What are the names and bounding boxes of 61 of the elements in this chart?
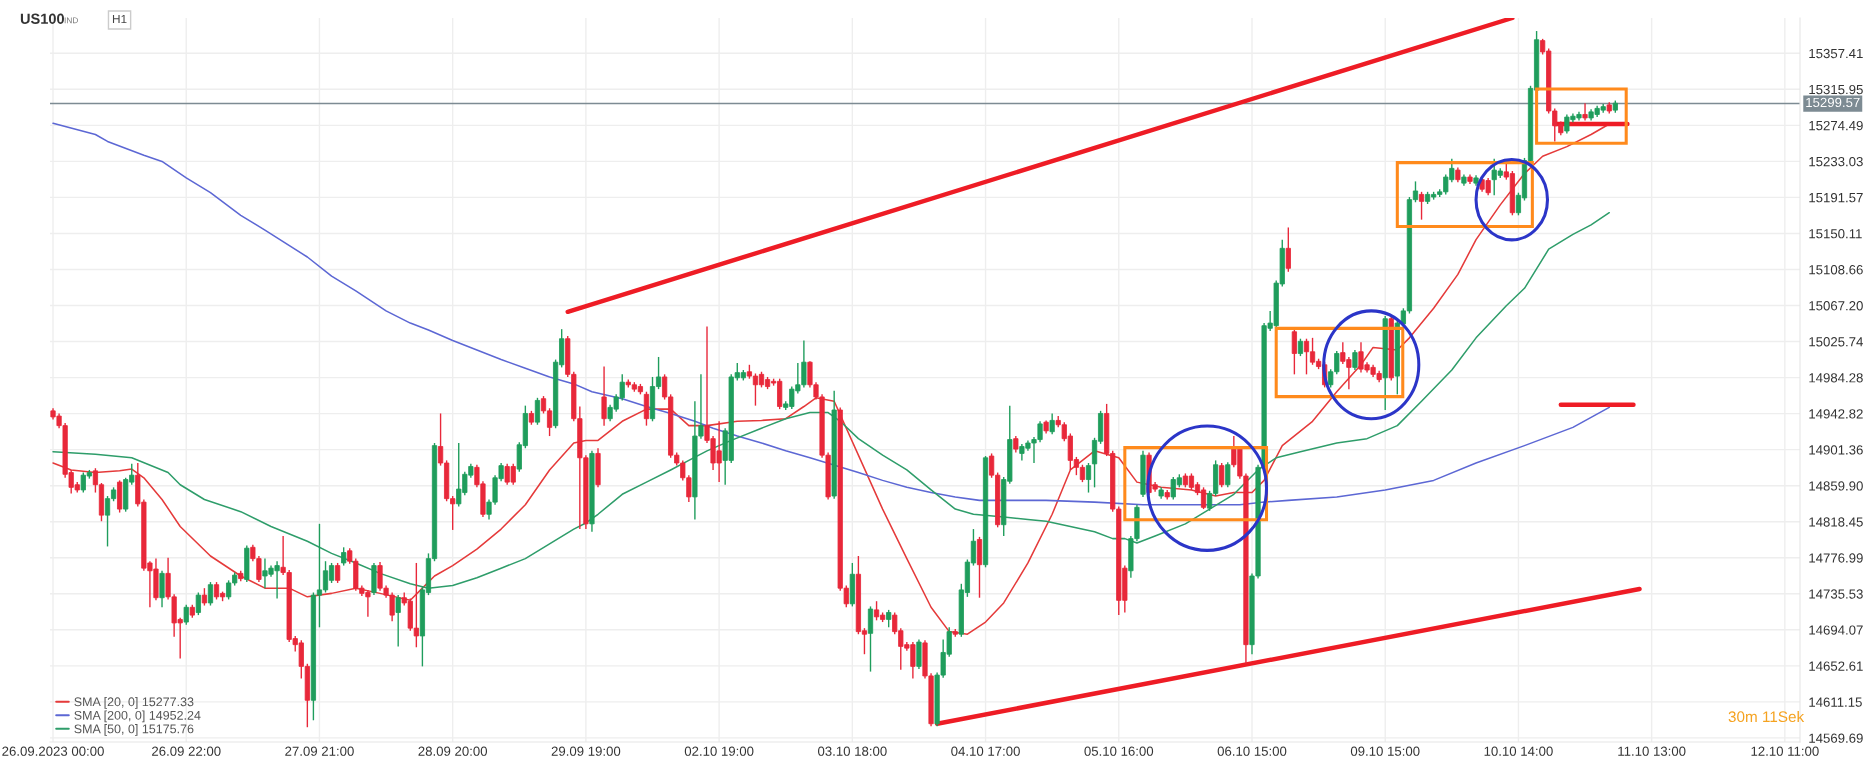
annotation: IND (64, 17, 78, 24)
legend-label: SMA [20, 0] 15277.33 (74, 697, 194, 709)
x-tick-label: 29.09 19:00 (551, 746, 621, 756)
y-tick-label: 14694.07 (1809, 625, 1863, 635)
y-tick-label: 15025.74 (1809, 337, 1863, 347)
y-tick-label: 14735.53 (1809, 589, 1863, 599)
y-tick-label: 15233.03 (1809, 156, 1863, 167)
x-tick-label: 27.09 21:00 (285, 746, 354, 756)
candlestick (1225, 461, 1231, 489)
candlestick (1352, 349, 1358, 371)
x-tick-label: 05.10 16:00 (1084, 746, 1154, 756)
candlestick (1285, 226, 1291, 273)
candlestick (207, 581, 214, 607)
ref-line-label: 15299.57 (1806, 97, 1860, 108)
candlestick (1219, 462, 1225, 489)
y-tick-label: 15315.95 (1809, 84, 1863, 95)
candlestick (395, 594, 401, 648)
y-tick-label: 15067.20 (1809, 301, 1863, 311)
line-series (52, 211, 1611, 589)
candlestick (1291, 328, 1297, 376)
annotation: H1 (112, 14, 127, 24)
x-tick-label: 02.10 19:00 (684, 746, 754, 756)
y-tick-label: 15274.49 (1809, 120, 1863, 131)
candlestick (1582, 102, 1588, 122)
x-tick-label: 28.09 20:00 (418, 746, 488, 756)
y-tick-label: 14901.36 (1809, 445, 1863, 455)
x-tick-label: 26.09.2023 00:00 (2, 746, 104, 756)
y-tick-label: 14818.45 (1809, 517, 1863, 527)
y-tick-label: 14942.82 (1809, 409, 1863, 419)
candlestick (601, 365, 607, 427)
candlestick (183, 603, 189, 626)
x-tick-label: 26.09 22:00 (152, 746, 221, 756)
x-tick-label: 03.10 18:00 (818, 746, 887, 756)
line-series (52, 122, 1611, 506)
x-tick-label: 10.10 14:00 (1484, 746, 1553, 756)
x-tick-label: 12.10 11:00 (1751, 746, 1819, 756)
y-tick-label: 14776.99 (1809, 553, 1863, 563)
chart-title: US100 (20, 13, 64, 24)
x-tick-label: 06.10 15:00 (1217, 746, 1287, 756)
candlestick (1418, 191, 1425, 221)
candlestick (335, 562, 341, 584)
candlestick (534, 397, 541, 426)
y-tick-label: 15191.57 (1809, 192, 1863, 203)
candlestick (1085, 462, 1092, 494)
legend-label: SMA [200, 0] 14952.24 (74, 710, 201, 723)
x-tick-label: 09.10 15:00 (1350, 746, 1420, 756)
y-tick-label: 15108.66 (1809, 265, 1863, 275)
y-tick-label: 14859.90 (1809, 481, 1863, 491)
y-tick-label: 14611.15 (1809, 697, 1862, 707)
y-tick-label: 15357.41 (1809, 48, 1863, 59)
candlestick (195, 591, 201, 616)
candlestick (1049, 412, 1055, 436)
legend-label: SMA [50, 0] 15175.76 (74, 724, 194, 736)
y-tick-label: 14569.69 (1809, 733, 1863, 743)
y-tick-label: 15150.11 (1809, 229, 1862, 239)
x-tick-label: 04.10 17:00 (951, 746, 1020, 756)
y-tick-label: 14652.61 (1809, 661, 1863, 671)
y-tick-label: 14984.28 (1809, 373, 1863, 383)
annotation: 30m 11Sek (1728, 710, 1805, 723)
x-tick-label: 11.10 13:00 (1618, 746, 1686, 756)
candlestick (341, 546, 347, 567)
